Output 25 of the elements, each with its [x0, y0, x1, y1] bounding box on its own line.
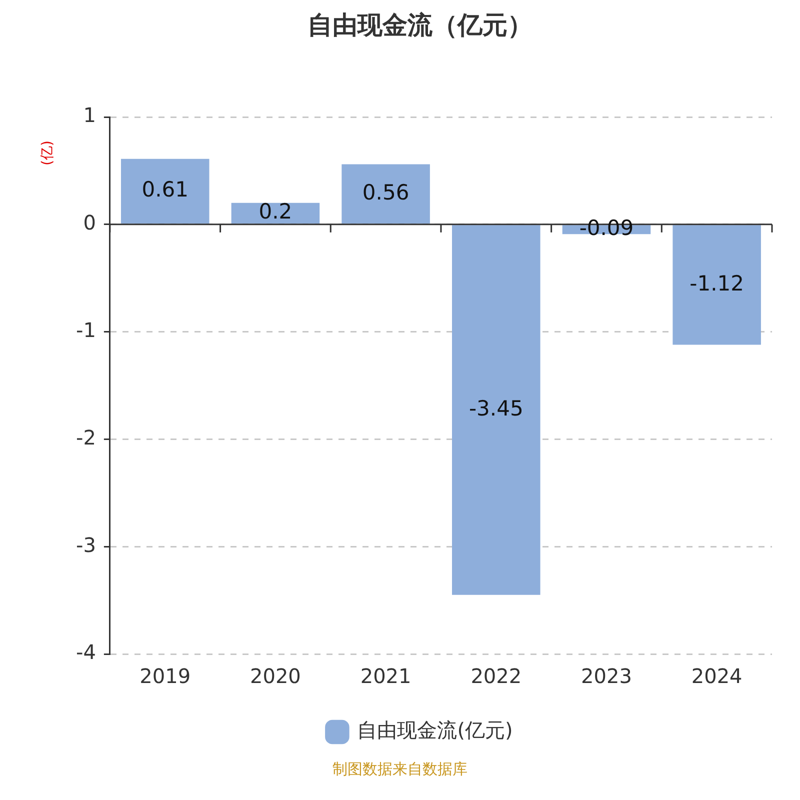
- y-tick-label: 1: [83, 103, 96, 128]
- x-tick-label: 2024: [691, 664, 742, 688]
- y-axis-title: (亿): [40, 140, 56, 166]
- data-label: 0.61: [142, 178, 188, 202]
- y-tick-label: -2: [76, 425, 96, 450]
- y-tick-label: 0: [83, 210, 96, 235]
- y-tick-label: -1: [76, 318, 96, 342]
- bar: [672, 225, 761, 345]
- x-tick-label: 2019: [140, 664, 191, 688]
- data-label: 0.56: [362, 180, 410, 204]
- bar: [452, 225, 540, 595]
- data-label: -1.12: [690, 271, 744, 296]
- data-label: -3.45: [468, 396, 524, 420]
- x-tick-label: 2023: [581, 664, 632, 688]
- data-label: 0.2: [258, 200, 292, 224]
- chart-title: 自由现金流（亿元）: [308, 10, 532, 40]
- bar: [342, 164, 430, 224]
- x-tick-label: 2020: [250, 664, 301, 688]
- y-tick-label: -4: [76, 640, 96, 664]
- legend-label: 自由现金流(亿元): [357, 718, 513, 742]
- text: 制图数据来自数据库: [332, 760, 468, 778]
- y-tick-label: -3: [76, 532, 96, 557]
- x-tick-label: 2022: [470, 664, 522, 688]
- x-tick-label: 2021: [360, 664, 412, 688]
- bar: [120, 158, 210, 224]
